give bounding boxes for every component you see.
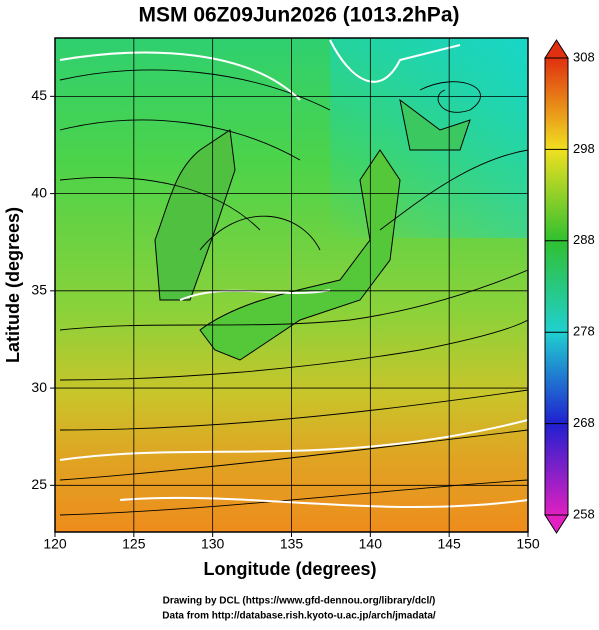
x-tick-label: 145	[437, 536, 461, 552]
y-tick-label: 40	[31, 184, 47, 200]
y-tick-label: 25	[31, 476, 47, 492]
y-tick-label: 35	[31, 282, 47, 298]
y-tick-label: 30	[31, 379, 47, 395]
colorbar-tick-label: 278	[573, 324, 595, 339]
colorbar-tick-label: 268	[573, 415, 595, 430]
colorbar-body	[544, 57, 569, 516]
x-axis-label: Longitude (degrees)	[203, 559, 376, 579]
colorbar-bottom-arrow	[544, 514, 569, 534]
title: MSM 06Z09Jun2026 (1013.2hPa)	[139, 4, 460, 27]
y-tick-label: 45	[31, 87, 47, 103]
credit-line: Drawing by DCL (https://www.gfd-dennou.o…	[163, 596, 436, 607]
x-tick-label: 125	[122, 536, 146, 552]
credit-line: Data from http://database.rish.kyoto-u.a…	[162, 611, 436, 622]
colorbar-tick-label: 288	[573, 232, 595, 247]
x-tick-label: 150	[516, 536, 540, 552]
colorbar-top-arrow	[544, 39, 569, 59]
x-tick-label: 120	[43, 536, 67, 552]
colorbar	[544, 39, 569, 534]
colorbar-tick-label: 258	[573, 506, 595, 521]
x-tick-label: 135	[280, 536, 304, 552]
x-tick-label: 140	[359, 536, 383, 552]
colorbar-tick-label: 308	[573, 49, 595, 64]
x-tick-label: 130	[201, 536, 225, 552]
y-axis-label: Latitude (degrees)	[3, 207, 23, 363]
colorbar-tick-label: 298	[573, 141, 595, 156]
